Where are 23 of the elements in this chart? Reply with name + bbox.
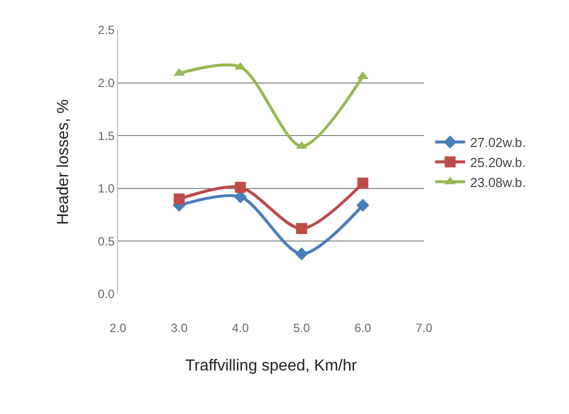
point (357, 178, 368, 189)
y-axis-title: Header losses, % (54, 99, 72, 225)
x-axis-title: Traffvilling speed, Km/hr (185, 358, 358, 375)
x-tick-label: 5.0 (293, 321, 310, 335)
y-tick-label: 1.5 (98, 128, 115, 143)
legend-label: 25.20w.b. (470, 154, 526, 170)
point (174, 193, 185, 204)
x-tick-label: 2.0 (110, 321, 127, 335)
point (296, 223, 308, 234)
point (356, 198, 370, 212)
point (295, 247, 308, 260)
y-tick-label: 1.0 (98, 182, 115, 196)
x-tick-label: 6.0 (354, 321, 372, 335)
y-tick-label: 0.5 (98, 234, 115, 248)
point (234, 182, 246, 193)
x-tick-label: 4.0 (232, 321, 250, 335)
legend-label: 27.02w.b. (470, 135, 526, 150)
y-tick-label: 2.0 (98, 76, 115, 90)
y-tick-label: 0.0 (98, 287, 115, 302)
x-tick-label: 3.0 (170, 321, 188, 335)
y-tick-label: 2.5 (98, 23, 115, 38)
legend-label: 23.08w.b. (470, 174, 526, 190)
x-tick-label: 7.0 (416, 321, 433, 335)
